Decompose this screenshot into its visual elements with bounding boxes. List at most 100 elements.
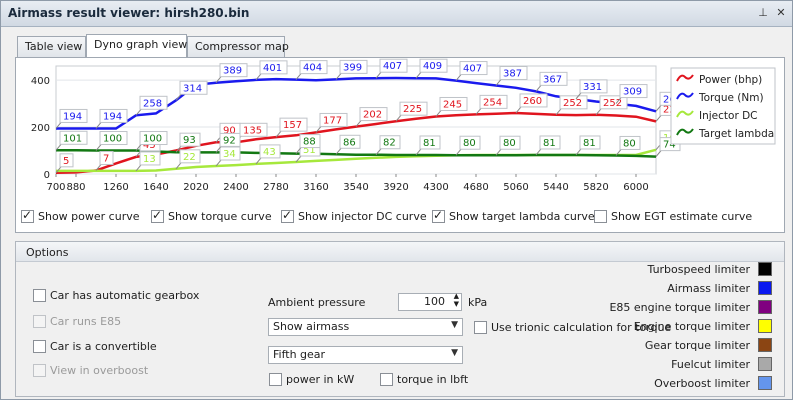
data-label: 389 [223, 66, 242, 77]
y-tick-label: 200 [31, 123, 50, 134]
data-label-leader [135, 108, 142, 116]
data-label-leader [295, 73, 302, 80]
data-label-box [419, 58, 448, 73]
show-torque-curve-checkbox[interactable]: Show torque curve [151, 208, 272, 223]
power-in-kw-checkbox[interactable]: power in kW [269, 373, 354, 386]
data-label: 81 [583, 138, 596, 149]
data-label-box [379, 135, 401, 150]
limiter-legend-item: Gear torque limiter [645, 338, 772, 352]
limiter-color-swatch [758, 319, 772, 333]
data-label-box [239, 122, 268, 137]
options-header: Options [16, 242, 784, 262]
data-label-box [359, 107, 388, 122]
dyno-chart: 0 200 400 700 880 1260 1640 2020 2400 2780 3160 354… [31, 58, 776, 193]
data-label-leader [495, 79, 502, 86]
data-label-leader [95, 122, 102, 129]
data-label: 399 [343, 62, 362, 73]
checkbox-label: power in kW [286, 373, 355, 386]
limiter-legend-item: Engine torque limiter [634, 319, 772, 333]
limiter-legend-item: E85 engine torque limiter [609, 300, 772, 314]
checkbox-label: Use trionic calculation for torque [491, 321, 672, 334]
gear-select[interactable]: Fifth gear ▼ [268, 346, 463, 364]
data-label-box [59, 153, 74, 168]
x-tick-label: 880 [66, 182, 85, 193]
tab-table-view[interactable]: Table view [17, 36, 86, 57]
limiter-label: Overboost limiter [654, 376, 750, 390]
tab-compressor-map[interactable]: Compressor map [187, 36, 289, 57]
data-label-box [479, 94, 508, 109]
ambient-pressure-spinner[interactable]: 100 ▲ ▼ [398, 292, 462, 311]
data-label-leader [475, 108, 482, 115]
data-label-leader [335, 73, 342, 80]
spinner-arrows-icon[interactable]: ▲ ▼ [453, 292, 459, 308]
ambient-pressure-value: 100 [424, 295, 445, 308]
data-label: 81 [423, 138, 436, 149]
checkbox-label: torque in lbft [397, 373, 469, 386]
data-label: 314 [183, 83, 202, 94]
tab-dyno-graph-view[interactable]: Dyno graph view [86, 34, 187, 57]
data-label-box [419, 135, 441, 150]
data-label-leader [535, 148, 542, 156]
checkbox-label: Car runs E85 [50, 315, 122, 328]
torque-in-lbft-checkbox[interactable]: torque in lbft [380, 373, 468, 386]
data-label-leader [55, 143, 62, 151]
y-tick-label: 0 [44, 170, 50, 181]
data-label: 90 [223, 125, 236, 136]
data-label: 100 [143, 134, 162, 145]
data-label-box [179, 80, 208, 95]
limiter-label: E85 engine torque limiter [609, 300, 750, 314]
data-label: 387 [503, 68, 522, 79]
show-egt-estimate-curve-checkbox[interactable]: Show EGT estimate curve [594, 210, 752, 223]
x-tick-label: 5060 [503, 182, 528, 193]
data-label: 409 [423, 61, 442, 72]
checkbox-label: Show torque curve [168, 210, 272, 223]
data-label-box [379, 58, 408, 73]
close-icon[interactable]: ✕ [776, 6, 786, 19]
data-label-leader [575, 148, 582, 156]
data-label-leader [595, 108, 602, 116]
data-label-leader [175, 93, 182, 101]
data-label: 22 [183, 152, 196, 163]
data-label-box [59, 130, 88, 145]
y-tick-label: 400 [31, 76, 50, 87]
data-label-box [499, 135, 521, 150]
data-label: 80 [623, 138, 636, 149]
limiter-legend-item: Turbospeed limiter [648, 262, 772, 276]
data-label-box [299, 60, 328, 75]
data-label: 13 [143, 154, 156, 165]
data-label-leader [655, 104, 662, 112]
data-label: 367 [543, 74, 562, 85]
data-label-box [319, 112, 348, 127]
runs-e85-checkbox[interactable]: Car runs E85 [33, 315, 121, 328]
show-target-lambda-curve-checkbox[interactable]: Show target lambda curve [432, 208, 595, 223]
data-label: 86 [343, 137, 356, 148]
show-power-curve-checkbox[interactable]: Show power curve [21, 208, 140, 223]
legend-entry: Target lambda [698, 128, 774, 140]
checkbox-box [432, 208, 445, 223]
data-label-box [219, 146, 241, 161]
data-label: 202 [363, 110, 382, 121]
legend-entry: Injector DC [699, 110, 758, 122]
mode-select[interactable]: Show airmass ▼ [268, 318, 463, 336]
limiter-color-swatch [758, 300, 772, 314]
data-label: 81 [543, 138, 556, 149]
data-label-box [459, 61, 488, 76]
pin-icon[interactable]: ⊥ [758, 6, 768, 19]
data-label: 135 [243, 125, 262, 136]
data-label-box [339, 134, 361, 149]
data-label: 100 [103, 134, 122, 145]
data-label-leader [215, 159, 222, 167]
data-label-leader [95, 144, 102, 151]
automatic-gearbox-checkbox[interactable]: Car has automatic gearbox [33, 289, 199, 302]
data-label-box [519, 93, 548, 108]
data-label-leader [255, 157, 262, 165]
limiter-label: Engine torque limiter [633, 319, 750, 333]
data-label-box [279, 117, 308, 132]
show-injector-dc-curve-checkbox[interactable]: Show injector DC curve [281, 208, 427, 223]
window-title: Airmass result viewer: hirsh280.bin [8, 6, 250, 20]
trionic-calculation-checkbox[interactable]: Use trionic calculation for torque [474, 321, 671, 334]
convertible-checkbox[interactable]: Car is a convertible [33, 340, 157, 353]
view-in-overboost-checkbox[interactable]: View in overboost [33, 364, 148, 377]
x-tick-label: 5820 [583, 182, 608, 193]
